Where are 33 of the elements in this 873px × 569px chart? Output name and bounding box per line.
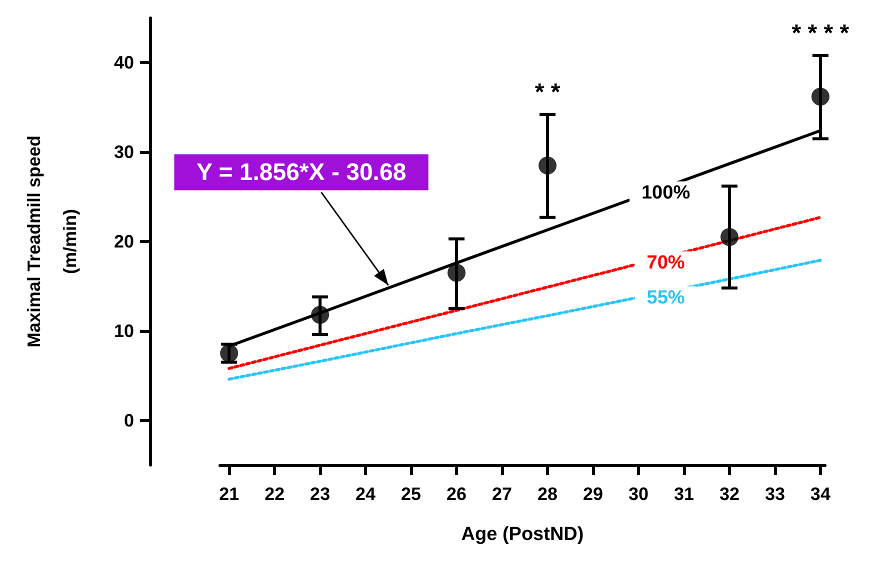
y-axis-title: Maximal Treadmill speed (m/min)	[24, 135, 80, 348]
series-label: 70%	[646, 252, 685, 274]
point	[538, 156, 557, 175]
x-axis-title: Age (PostND)	[461, 524, 584, 545]
x-tick-label: 29	[582, 484, 604, 504]
series-label: 55%	[646, 287, 685, 308]
x-tick-label: 31	[674, 484, 694, 504]
point	[311, 306, 330, 324]
x-tick-label: 25	[401, 484, 422, 504]
x-tick-label: 23	[310, 484, 330, 504]
x-tick-label: 24	[356, 484, 376, 504]
x-tick-label: 26	[446, 484, 467, 504]
x-tick-label: 32	[719, 484, 740, 504]
y-tick-label: 0	[124, 410, 134, 430]
y-tick-label: 40	[114, 52, 134, 73]
y-tick-label: 10	[114, 320, 134, 341]
point	[720, 228, 738, 246]
annotation: * *	[534, 79, 561, 106]
y-tick-label: 30	[114, 142, 134, 162]
x-tick-label: 30	[628, 484, 649, 504]
x-tick-label: 28	[538, 484, 558, 504]
x-tick-label: 34	[810, 484, 830, 504]
x-tick-label: 27	[492, 484, 512, 504]
x-tick-label: 22	[264, 484, 285, 504]
x-tick-label: 33	[764, 484, 785, 504]
annotation: * * * *	[792, 20, 850, 48]
point	[448, 264, 466, 282]
y-tick-label: 20	[114, 232, 134, 252]
x-tick-label: 21	[219, 484, 240, 504]
line-series	[228, 216, 822, 370]
point	[811, 88, 830, 106]
series-label: 100%	[641, 182, 690, 204]
annotation: Y = 1.856*X - 30.68	[196, 158, 406, 186]
